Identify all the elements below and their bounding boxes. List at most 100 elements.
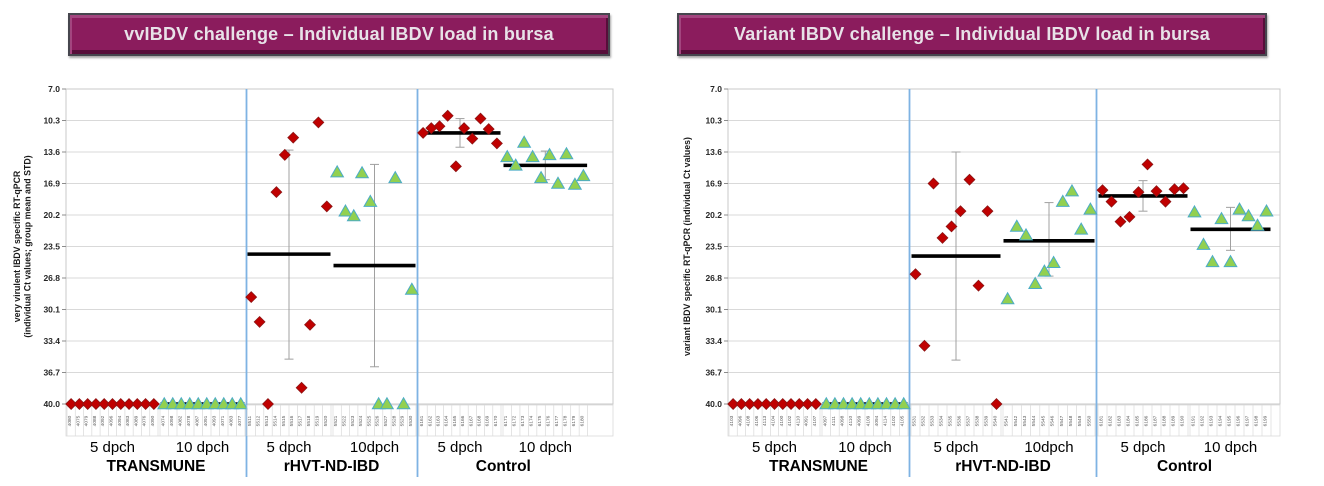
x-label-strip — [65, 404, 614, 437]
data-point-triangle — [199, 396, 214, 410]
treatment-group-label: TRANSMUNE — [769, 458, 868, 475]
data-point-triangle — [508, 158, 523, 171]
y-axis-title: (individual Ct values; group mean and ST… — [23, 155, 33, 337]
x-id-label: 5545 — [1040, 415, 1046, 426]
x-id-label: 4107 — [812, 415, 818, 426]
data-point-diamond — [743, 398, 756, 410]
x-id-label: 4080 — [67, 415, 73, 426]
y-tick-label: 10.3 — [43, 116, 60, 126]
data-point-diamond — [320, 200, 333, 213]
x-id-label: 5514 — [272, 415, 278, 426]
data-point-triangle — [1187, 204, 1202, 218]
data-point-triangle — [338, 203, 353, 217]
x-id-label: 5536 — [957, 415, 963, 426]
data-point-diamond — [441, 109, 454, 122]
data-point-diamond — [1096, 184, 1109, 197]
data-point-triangle — [354, 165, 370, 179]
x-id-label: 6192 — [1200, 415, 1206, 426]
data-point-triangle — [404, 282, 420, 295]
data-point-diamond — [98, 398, 111, 410]
data-point-triangle — [1037, 264, 1052, 277]
x-id-label: 4108 — [746, 415, 752, 426]
x-id-label: 4094 — [874, 415, 880, 426]
data-point-triangle — [542, 147, 557, 161]
data-point-triangle — [396, 396, 411, 410]
x-id-label: 4113 — [762, 416, 768, 427]
x-id-label: 6182 — [1108, 415, 1114, 426]
x-id-label: 4082 — [177, 415, 183, 426]
data-point-diamond — [466, 132, 479, 145]
x-id-label: 6195 — [1227, 415, 1233, 426]
x-id-label: 4083 — [228, 415, 234, 426]
y-tick-label: 36.7 — [43, 368, 60, 378]
x-id-label: 5544 — [1031, 415, 1037, 426]
x-id-label: 6173 — [520, 415, 526, 426]
x-id-label: 6186 — [1144, 415, 1150, 426]
data-point-diamond — [295, 381, 308, 394]
data-point-diamond — [909, 268, 922, 281]
data-point-triangle — [827, 396, 843, 410]
x-id-label: 6197 — [1245, 415, 1251, 426]
dpch-label: 5 dpch — [752, 439, 797, 456]
x-id-label: 5541 — [1004, 415, 1010, 426]
data-point-triangle — [576, 168, 591, 182]
y-tick-label: 20.2 — [705, 210, 722, 220]
x-id-label: 5527 — [383, 415, 389, 426]
data-point-triangle — [500, 149, 515, 163]
y-tick-label: 30.1 — [705, 305, 722, 315]
data-point-triangle — [1232, 202, 1247, 215]
data-point-triangle — [525, 149, 540, 163]
data-point-triangle — [388, 170, 403, 184]
x-id-label: 6167 — [468, 415, 474, 426]
x-id-label: 5530 — [408, 415, 414, 426]
dpch-label: 5 dpch — [90, 439, 135, 456]
x-id-label: 5522 — [341, 415, 347, 426]
data-point-triangle — [844, 396, 860, 410]
x-id-label: 6164 — [444, 415, 450, 426]
left-chart-title-banner: vvIBDV challenge – Individual IBDV load … — [68, 13, 610, 56]
data-point-triangle — [879, 396, 894, 410]
data-point-diamond — [245, 291, 258, 304]
data-point-diamond — [262, 398, 274, 410]
data-point-triangle — [1241, 208, 1256, 222]
x-id-label: 4096 — [109, 415, 115, 426]
x-id-label: 4087 — [194, 415, 200, 426]
x-id-label: 4104 — [771, 415, 777, 426]
data-point-diamond — [65, 398, 78, 410]
data-point-triangle — [1018, 227, 1034, 241]
data-point-triangle — [182, 396, 197, 410]
x-id-label: 4105 — [900, 415, 906, 426]
x-id-label: 5549 — [1077, 415, 1083, 426]
data-point-diamond — [793, 398, 806, 410]
data-point-diamond — [768, 398, 781, 410]
data-point-diamond — [1168, 183, 1181, 196]
x-id-label: 4099 — [857, 415, 863, 426]
data-point-triangle — [225, 396, 240, 410]
right-chart-title-banner: Variant IBDV challenge – Individual IBDV… — [677, 13, 1267, 56]
x-id-label: 5523 — [350, 415, 356, 426]
data-point-diamond — [278, 148, 291, 161]
x-id-label: 5537 — [966, 415, 972, 426]
data-point-diamond — [287, 131, 300, 144]
data-point-triangle — [1083, 202, 1098, 215]
data-point-diamond — [785, 398, 798, 410]
x-id-label: 6198 — [1254, 415, 1260, 426]
data-point-diamond — [490, 137, 503, 150]
y-tick-label: 20.2 — [43, 210, 60, 220]
dpch-label: 10 dpch — [1204, 439, 1257, 456]
x-id-label: 4114 — [883, 416, 889, 427]
data-point-diamond — [1132, 186, 1145, 199]
x-id-label: 4109 — [865, 415, 871, 426]
data-point-triangle — [216, 396, 231, 410]
right-chart-title: Variant IBDV challenge – Individual IBDV… — [734, 24, 1210, 44]
x-id-label: 4075 — [75, 415, 81, 426]
data-point-triangle — [1000, 291, 1015, 305]
data-point-triangle — [1046, 255, 1061, 269]
y-tick-label: 13.6 — [43, 147, 60, 157]
data-point-triangle — [836, 396, 851, 410]
dpch-label: 10dpch — [1024, 439, 1073, 456]
data-point-triangle — [1028, 276, 1043, 290]
y-tick-label: 7.0 — [48, 84, 60, 94]
x-id-label: 5532 — [921, 415, 927, 426]
data-point-diamond — [449, 160, 462, 173]
